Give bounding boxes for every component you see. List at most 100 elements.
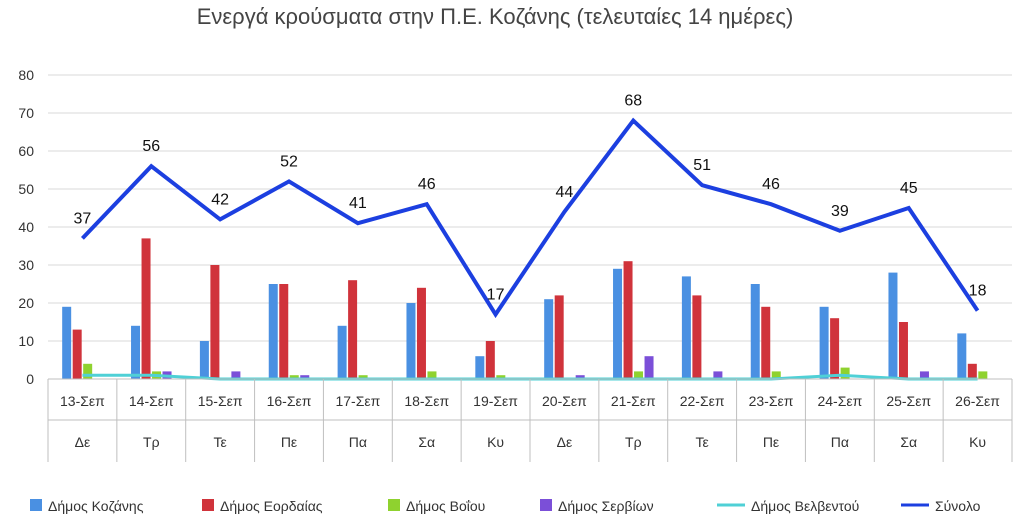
bar-Δήμος-Εορδαίας-16-Σεπ [279, 284, 289, 379]
bar-Δήμος-Βοΐου-17-Σεπ [358, 375, 368, 379]
total-data-label: 37 [74, 210, 92, 227]
total-data-label: 51 [693, 157, 711, 174]
y-tick-label: 10 [18, 333, 34, 349]
x-tick-day: Σα [418, 434, 435, 450]
total-data-label: 56 [142, 138, 160, 155]
bar-Δήμος-Εορδαίας-17-Σεπ [348, 280, 358, 379]
x-tick-day: Δε [75, 434, 91, 450]
total-data-label: 52 [280, 153, 298, 170]
total-data-label: 41 [349, 195, 367, 212]
legend-swatch [202, 499, 214, 511]
x-tick-day: Πα [831, 434, 849, 450]
bar-Δήμος-Βοΐου-21-Σεπ [634, 371, 644, 379]
bar-Δήμος-Εορδαίας-20-Σεπ [554, 295, 564, 379]
y-tick-label: 80 [18, 67, 34, 83]
data-labels: 37 56 42 52 41 46 17 44 68 51 46 39 45 18 [74, 93, 987, 304]
x-tick-date: 15-Σεπ [198, 393, 243, 409]
legend-label: Δήμος Κοζάνης [48, 498, 144, 514]
bar-Δήμος-Σερβίων-20-Σεπ [575, 375, 585, 379]
x-tick-day: Σα [900, 434, 917, 450]
bar-Δήμος-Σερβίων-15-Σεπ [231, 371, 241, 379]
x-tick-date: 23-Σεπ [749, 393, 794, 409]
bar-Δήμος-Κοζάνης-21-Σεπ [613, 268, 623, 379]
chart-title: Ενεργά κρούσματα στην Π.Ε. Κοζάνης (τελε… [197, 4, 794, 29]
legend-swatch [540, 499, 552, 511]
total-data-label: 39 [831, 203, 849, 220]
y-tick-label: 30 [18, 257, 34, 273]
bar-Δήμος-Βοΐου-19-Σεπ [496, 375, 506, 379]
y-tick-label: 70 [18, 105, 34, 121]
bar-Δήμος-Εορδαίας-23-Σεπ [761, 306, 771, 379]
bar-Δήμος-Εορδαίας-14-Σεπ [141, 238, 151, 379]
total-data-label: 17 [487, 286, 505, 303]
x-tick-date: 21-Σεπ [611, 393, 656, 409]
bar-Δήμος-Εορδαίας-15-Σεπ [210, 265, 220, 379]
legend-label: Σύνολο [935, 498, 981, 514]
bar-Δήμος-Βοΐου-13-Σεπ [83, 363, 93, 379]
bar-Δήμος-Εορδαίας-22-Σεπ [692, 295, 702, 379]
bar-Δήμος-Βοΐου-26-Σεπ [978, 371, 988, 379]
bar-Δήμος-Βοΐου-23-Σεπ [771, 371, 781, 379]
y-axis-ticks: 0 10 20 30 40 50 60 70 80 [18, 67, 34, 387]
x-tick-day: Τρ [625, 434, 642, 450]
total-data-label: 18 [969, 283, 987, 300]
bar-Δήμος-Κοζάνης-20-Σεπ [544, 299, 554, 379]
x-tick-date: 16-Σεπ [267, 393, 312, 409]
legend-label: Δήμος Εορδαίας [220, 498, 323, 514]
bar-Δήμος-Βοΐου-24-Σεπ [840, 367, 850, 379]
bar-Δήμος-Κοζάνης-14-Σεπ [131, 325, 141, 379]
total-data-label: 42 [211, 191, 229, 208]
bar-Δήμος-Εορδαίας-24-Σεπ [830, 318, 840, 379]
x-tick-day: Δε [557, 434, 573, 450]
bars [62, 238, 988, 379]
bar-Δήμος-Κοζάνης-24-Σεπ [819, 306, 829, 379]
total-data-label: 46 [762, 176, 780, 193]
bar-Δήμος-Κοζάνης-18-Σεπ [406, 303, 416, 379]
y-tick-label: 40 [18, 219, 34, 235]
bar-Δήμος-Κοζάνης-25-Σεπ [888, 272, 898, 379]
bar-Δήμος-Κοζάνης-17-Σεπ [337, 325, 347, 379]
bar-Δήμος-Σερβίων-22-Σεπ [713, 371, 723, 379]
x-tick-date: 19-Σεπ [473, 393, 518, 409]
x-tick-date: 20-Σεπ [542, 393, 587, 409]
legend-label: Δήμος Σερβίων [558, 498, 654, 514]
x-tick-day: Τε [214, 434, 227, 450]
x-tick-date: 25-Σεπ [886, 393, 931, 409]
x-tick-day: Πε [281, 434, 297, 450]
bar-Δήμος-Εορδαίας-26-Σεπ [967, 363, 977, 379]
x-tick-day: Πε [763, 434, 779, 450]
x-tick-date: 22-Σεπ [680, 393, 725, 409]
x-tick-day: Πα [349, 434, 367, 450]
bar-Δήμος-Κοζάνης-26-Σεπ [957, 333, 967, 379]
bar-Δήμος-Εορδαίας-19-Σεπ [485, 341, 495, 379]
legend-label: Δήμος Βοΐου [406, 498, 485, 514]
total-data-label: 68 [624, 93, 642, 110]
line-Σύνολο [80, 117, 980, 319]
legend-swatch [388, 499, 400, 511]
legend-label: Δήμος Βελβεντού [751, 498, 859, 514]
x-tick-date: 18-Σεπ [404, 393, 449, 409]
legend: Δήμος Κοζάνης Δήμος Εορδαίας Δήμος Βοΐου Δή… [30, 498, 981, 514]
total-data-label: 44 [556, 184, 574, 201]
x-tick-date: 13-Σεπ [60, 393, 105, 409]
bar-Δήμος-Σερβίων-16-Σεπ [300, 375, 310, 379]
bar-Δήμος-Εορδαίας-25-Σεπ [898, 322, 908, 379]
bar-Δήμος-Κοζάνης-19-Σεπ [475, 356, 485, 379]
total-data-label: 45 [900, 180, 918, 197]
x-axis: 13-Σεπ Δε 14-Σεπ Τρ 15-Σεπ Τε 16-Σεπ Πε 17-Σεπ Πα… [47, 378, 1013, 462]
x-tick-day: Τε [696, 434, 709, 450]
bar-Δήμος-Βοΐου-18-Σεπ [427, 371, 437, 379]
x-tick-day: Κυ [969, 434, 986, 450]
bar-Δήμος-Εορδαίας-18-Σεπ [416, 287, 426, 379]
y-tick-label: 50 [18, 181, 34, 197]
bar-Δήμος-Εορδαίας-21-Σεπ [623, 261, 633, 379]
bar-Δήμος-Εορδαίας-13-Σεπ [72, 329, 82, 379]
bar-Δήμος-Κοζάνης-23-Σεπ [750, 284, 760, 379]
x-tick-date: 14-Σεπ [129, 393, 174, 409]
legend-swatch [30, 499, 42, 511]
bar-Δήμος-Κοζάνης-13-Σεπ [62, 306, 72, 379]
bar-Δήμος-Σερβίων-25-Σεπ [919, 371, 929, 379]
total-data-label: 46 [418, 176, 436, 193]
y-tick-label: 0 [26, 371, 34, 387]
